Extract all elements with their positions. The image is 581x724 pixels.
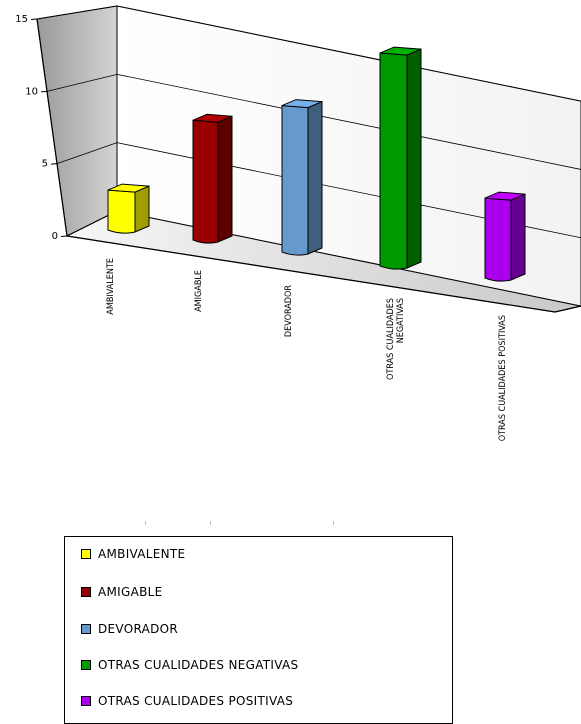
bar-front (281, 105, 309, 256)
bar-side (510, 193, 526, 281)
y-axis: 0 5 10 15 (15, 14, 68, 242)
y-tick-label: 5 (42, 159, 48, 170)
left-wall (36, 5, 118, 237)
legend-label: AMIGABLE (98, 585, 163, 599)
legend-item-ambivalente: AMBIVALENTE (81, 545, 185, 563)
bar-top (107, 183, 150, 193)
legend-swatch (81, 549, 91, 559)
y-tick-label: 0 (52, 231, 58, 242)
x-tick-label-line: NEGATIVAS (396, 298, 406, 343)
bar (107, 183, 150, 234)
y-tick-mark (40, 90, 48, 93)
bar (379, 46, 422, 270)
bar (192, 113, 233, 244)
legend-item-devorador: DEVORADOR (81, 620, 178, 638)
legend-swatch (81, 587, 91, 597)
x-axis-labels: AMBIVALENTE AMIGABLE DEVORADOR OTRAS CUALID… (106, 258, 508, 441)
x-tick-label-line: OTRAS CUALIDADES POSITIVAS (498, 315, 508, 441)
bar (281, 99, 323, 256)
legend-swatch (81, 624, 91, 634)
legend-label: OTRAS CUALIDADES POSITIVAS (98, 694, 294, 708)
x-tick-label: OTRAS CUALIDADES NEGATIVAS (386, 298, 406, 380)
legend-item-otras-positivas: OTRAS CUALIDADES POSITIVAS (81, 692, 293, 710)
bar-front (107, 189, 136, 234)
bar-side (406, 48, 422, 269)
bar-front (192, 119, 219, 244)
bar-top (192, 113, 233, 123)
gridline (56, 142, 118, 165)
bar-top (484, 191, 526, 201)
bar-top (379, 46, 422, 56)
x-tick-label: AMBIVALENTE (106, 258, 116, 315)
y-tick-label: 10 (25, 86, 38, 97)
legend-label: OTRAS CUALIDADES NEGATIVAS (98, 658, 299, 672)
legend-label: DEVORADOR (98, 622, 179, 636)
legend-swatch (81, 696, 91, 706)
legend-item-amigable: AMIGABLE (81, 583, 163, 601)
x-tick-label: OTRAS CUALIDADES POSITIVAS (498, 315, 508, 441)
y-axis-line (36, 18, 68, 237)
bar (484, 191, 526, 282)
bar-front (484, 197, 512, 282)
gridline (36, 5, 118, 20)
floor-right-edge (554, 305, 581, 313)
legend-label: AMBIVALENTE (98, 547, 186, 561)
x-tick-label-line: AMIGABLE (194, 270, 204, 312)
legend: AMBIVALENTE AMIGABLE DEVORADOR OTRAS CUA… (64, 536, 453, 724)
bar-side (307, 100, 323, 255)
bar-top (281, 99, 323, 109)
bar-side (217, 115, 233, 243)
gridline (46, 73, 118, 92)
gridline (116, 73, 581, 170)
legend-item-otras-negativas: OTRAS CUALIDADES NEGATIVAS (81, 656, 298, 674)
y-tick-mark (50, 163, 58, 165)
bar-front (379, 52, 408, 270)
x-axis-line (66, 235, 556, 313)
x-tick-label-line: OTRAS CUALIDADES (386, 298, 396, 380)
x-tick-label-line: AMBIVALENTE (106, 258, 116, 315)
bar-chart-3d: 0 5 10 15 AMBIVALENTE AMIGABLE DEVORADOR OTRAS… (15, 5, 581, 441)
y-tick-mark (30, 18, 38, 20)
x-tick-label-line: DEVORADOR (284, 285, 294, 338)
legend-top-ticks (64, 521, 453, 527)
gridline (116, 5, 581, 102)
bars (107, 46, 526, 282)
x-tick-label: DEVORADOR (284, 285, 294, 338)
y-tick-label: 15 (15, 14, 28, 25)
bar-side (134, 185, 150, 233)
x-tick-label: AMIGABLE (194, 270, 204, 312)
y-tick-mark (60, 235, 68, 237)
legend-swatch (81, 660, 91, 670)
